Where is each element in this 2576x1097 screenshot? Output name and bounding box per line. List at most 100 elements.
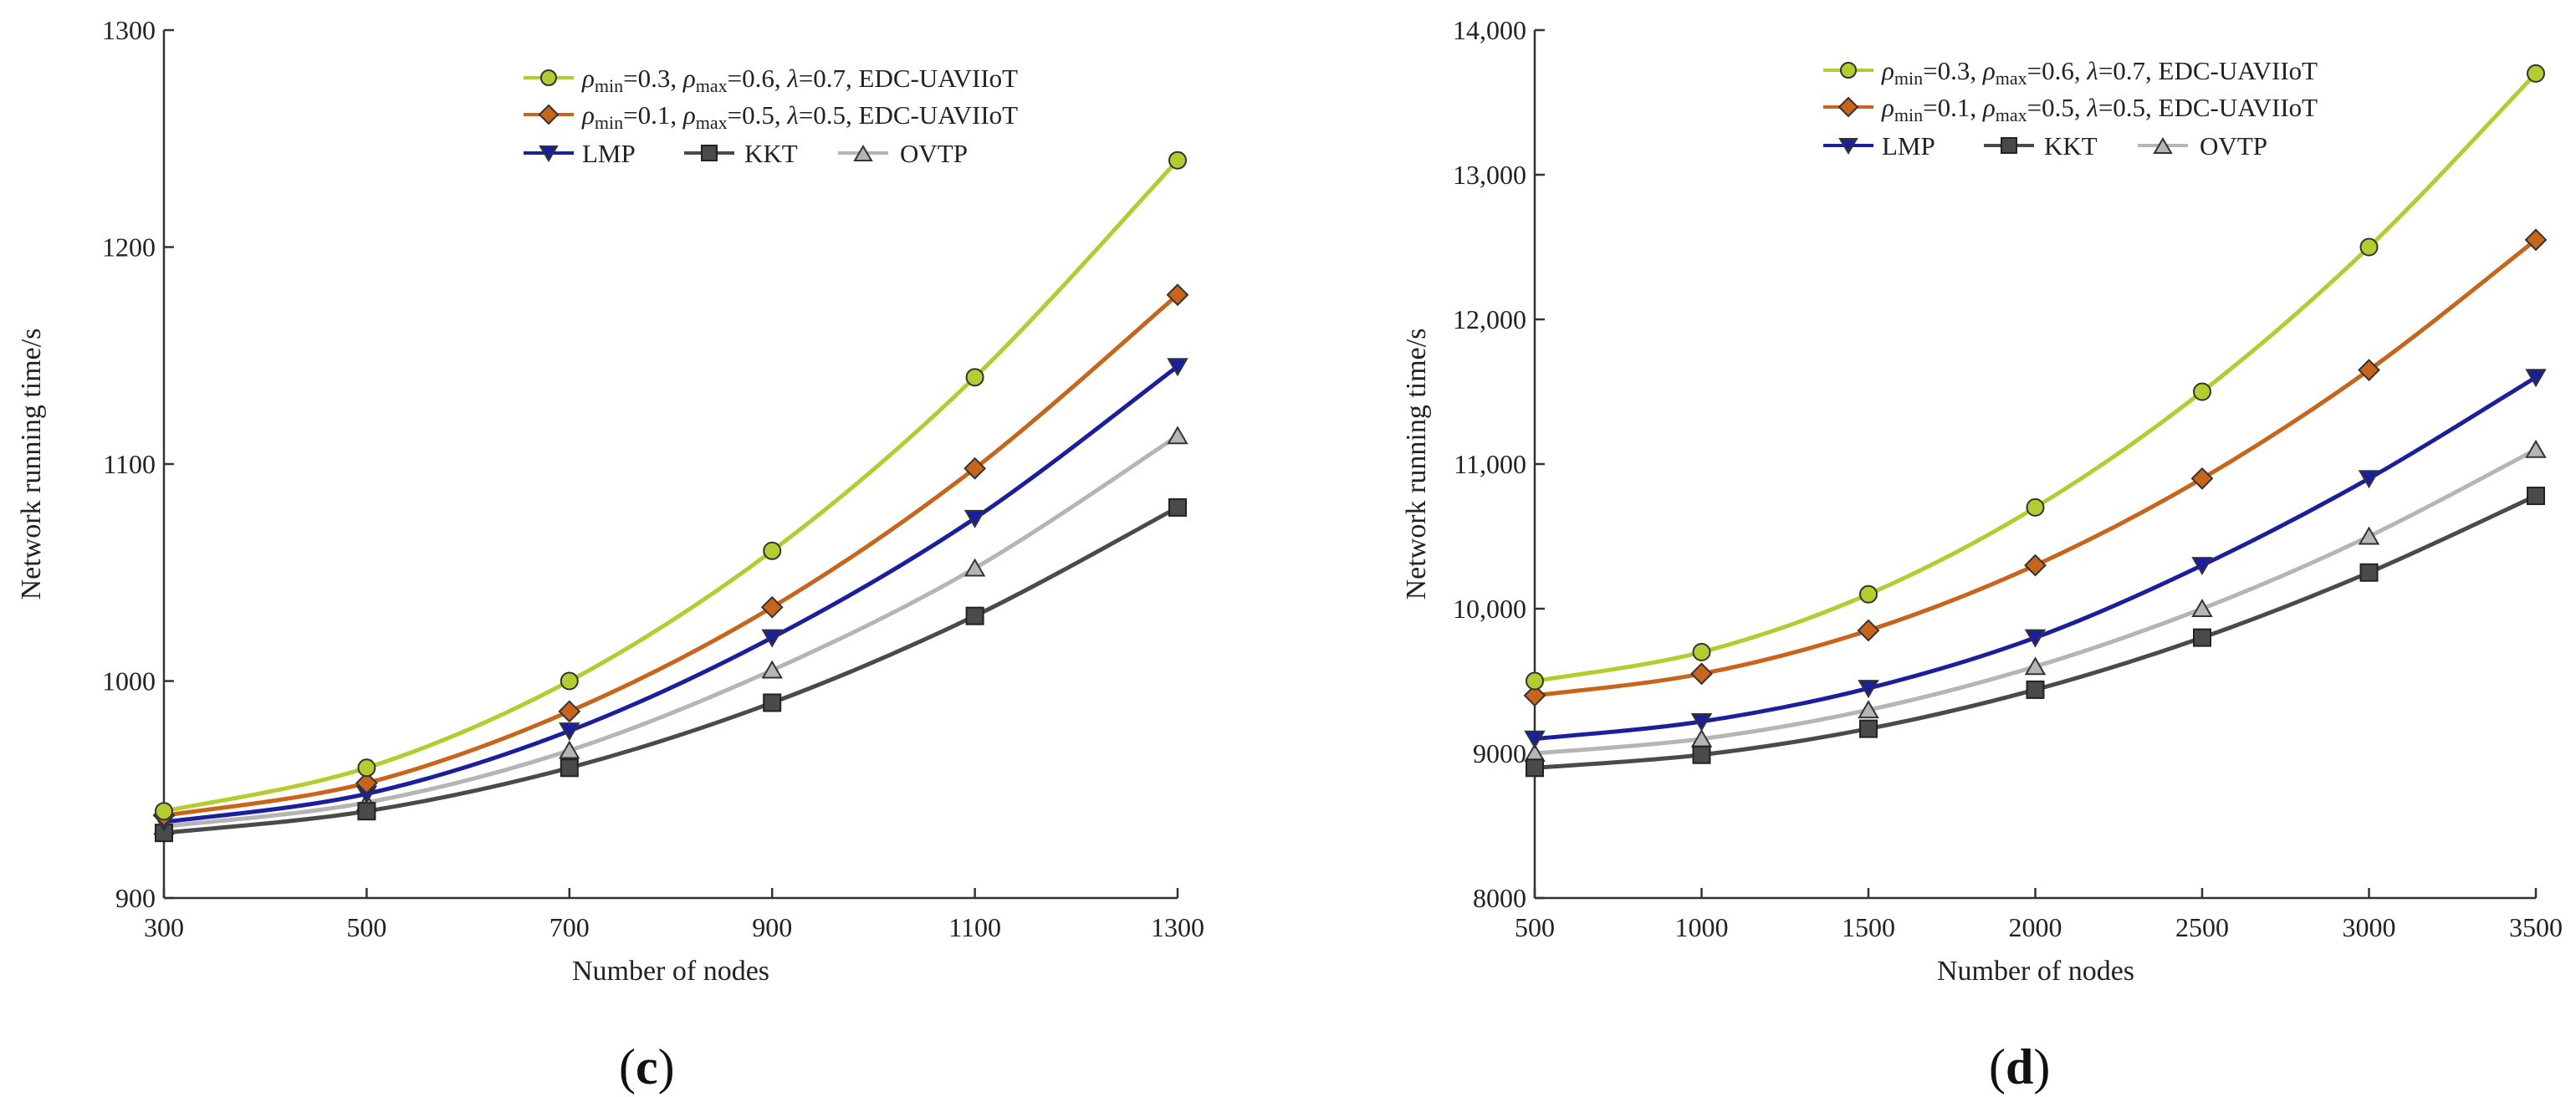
series-line-s1 <box>1532 71 2538 683</box>
legend-label-s1: ρmin=0.3, ρmax=0.6, λ=0.7, EDC-UAVIIoT <box>1881 56 2318 89</box>
x-tick-label: 1500 <box>1842 912 1895 942</box>
data-point-s4 <box>763 693 782 712</box>
legend-item: LMP KKT OVTP <box>524 139 968 168</box>
y-tick-label: 900 <box>115 883 156 913</box>
data-point-s3 <box>2191 557 2213 576</box>
data-point-s2 <box>1523 684 1546 707</box>
x-tick-label: 900 <box>752 912 792 942</box>
legend-label-s2: ρmin=0.1, ρmax=0.5, λ=0.5, EDC-UAVIIoT <box>1881 93 2318 125</box>
y-tick-label: 1000 <box>102 666 156 696</box>
legend-rho-max-s2: 0.5 <box>742 100 774 130</box>
data-point-s5 <box>963 558 986 577</box>
x-tick-label: 3000 <box>2343 912 2396 942</box>
data-point-s1 <box>1526 671 1544 691</box>
chart-panel-d: 500 1000 1500 2000 2500 3000 3500 8000 9000 10,00… <box>1401 15 2563 1094</box>
legend-rho-min-s1: 0.3 <box>638 64 671 93</box>
x-tick-label: 3500 <box>2509 912 2563 942</box>
legend-method-s2: EDC-UAVIIoT <box>859 100 1019 130</box>
data-point-s3 <box>963 509 986 528</box>
series-line-s1 <box>161 158 1180 814</box>
legend-item: ρmin=0.1, ρmax=0.5, λ=0.5, EDC-UAVIIoT <box>524 100 1018 133</box>
legend-label-s2: ρmin=0.1, ρmax=0.5, λ=0.5, EDC-UAVIIoT <box>581 100 1018 133</box>
series-line-s5 <box>161 433 1180 829</box>
data-point-s1 <box>2359 237 2379 257</box>
data-point-s4 <box>1168 497 1187 517</box>
legend: ρmin=0.3, ρmax=0.6, λ=0.7, EDC-UAVIIoT ρ… <box>524 64 1018 168</box>
data-point-s2 <box>2524 228 2548 252</box>
data-point-s3 <box>1690 712 1713 732</box>
panel-letter-d: d <box>2006 1039 2033 1094</box>
legend-marker-s5 <box>853 145 873 161</box>
legend-label-s4: KKT <box>2044 131 2098 161</box>
legend-lambda-s2: 0.5 <box>2113 93 2145 122</box>
data-point-s5 <box>761 660 783 679</box>
data-point-s3 <box>1524 730 1546 749</box>
data-point-s1 <box>2026 497 2045 517</box>
data-point-s3 <box>2358 470 2380 489</box>
data-point-s4 <box>2193 628 2211 647</box>
legend-label-s3: LMP <box>582 139 636 168</box>
legend-lambda-s1: 0.7 <box>2113 56 2145 85</box>
x-tick-label: 1000 <box>1675 912 1729 942</box>
y-tick-label: 9000 <box>1473 738 1526 768</box>
legend-label-s4: KKT <box>744 139 798 168</box>
legend-marker-s3 <box>539 145 559 162</box>
legend-rho-max-s1: 0.6 <box>2042 56 2074 85</box>
data-point-s4 <box>1859 719 1878 738</box>
legend: ρmin=0.3, ρmax=0.6, λ=0.7, EDC-UAVIIoT ρ… <box>1823 56 2318 161</box>
legend-rho-max-s1: 0.6 <box>742 64 774 93</box>
legend-rho-min-s2: 0.1 <box>1938 93 1970 122</box>
legend-item: LMP KKT OVTP <box>1823 131 2267 161</box>
series-lines-group <box>161 158 1180 835</box>
legend-label-s5: OVTP <box>2200 131 2267 161</box>
data-point-s4 <box>2527 487 2545 506</box>
data-point-s4 <box>965 606 984 625</box>
data-point-s1 <box>357 758 376 778</box>
x-tick-label: 500 <box>1515 912 1555 942</box>
legend-rho-min-s1: 0.3 <box>1938 56 1970 85</box>
data-point-s4 <box>2026 680 2045 699</box>
series-line-s5 <box>1532 447 2538 756</box>
legend-label-s5: OVTP <box>900 139 968 168</box>
legend-label-s3: LMP <box>1882 131 1935 161</box>
legend-marker-s4 <box>2001 137 2017 154</box>
data-point-s1 <box>155 802 173 821</box>
data-point-s4 <box>1692 745 1711 764</box>
legend-marker-s3 <box>1838 138 1858 155</box>
ticks-group: 500 1000 1500 2000 2500 3000 3500 8000 9000 10,00… <box>1453 15 2563 942</box>
data-point-s1 <box>1859 584 1878 604</box>
legend-marker-s2 <box>1837 96 1859 118</box>
ticks-group: 300 500 700 900 1100 1300 900 1000 1100 1200 1300 <box>102 15 1204 942</box>
y-tick-label: 8000 <box>1473 883 1526 913</box>
x-axis-title: Number of nodes <box>1937 956 2134 987</box>
legend-rho-max-s2: 0.5 <box>2042 93 2074 122</box>
x-tick-label: 1300 <box>1151 912 1204 942</box>
legend-marker-s1 <box>1840 62 1857 79</box>
data-point-s4 <box>1526 758 1544 778</box>
data-point-s4 <box>357 802 376 821</box>
series-markers-group <box>1523 64 2548 778</box>
y-tick-label: 1300 <box>102 15 156 45</box>
y-tick-label: 14,000 <box>1453 15 1526 45</box>
series-markers-group <box>152 151 1189 843</box>
data-point-s5 <box>1858 700 1879 719</box>
data-point-s5 <box>559 740 580 759</box>
data-point-s3 <box>559 722 580 742</box>
data-point-s1 <box>2527 64 2545 83</box>
data-point-s3 <box>2024 629 2047 648</box>
y-tick-label: 11,000 <box>1454 449 1526 479</box>
data-point-s2 <box>1857 619 1880 642</box>
data-point-s2 <box>1166 283 1189 307</box>
legend-method-s1: EDC-UAVIIoT <box>2159 56 2318 85</box>
y-axis-title: Network running time/s <box>16 329 47 600</box>
data-point-s2 <box>2024 554 2047 577</box>
legend-marker-s5 <box>2153 137 2173 154</box>
x-tick-label: 700 <box>549 912 590 942</box>
legend-marker-s4 <box>701 145 718 161</box>
legend-item: ρmin=0.3, ρmax=0.6, λ=0.7, EDC-UAVIIoT <box>1823 56 2318 89</box>
x-axis-title: Number of nodes <box>572 956 769 987</box>
data-point-s2 <box>355 772 378 794</box>
series-line-s3 <box>161 364 1180 824</box>
data-point-s5 <box>1167 426 1188 445</box>
legend-method-s2: EDC-UAVIIoT <box>2159 93 2318 122</box>
